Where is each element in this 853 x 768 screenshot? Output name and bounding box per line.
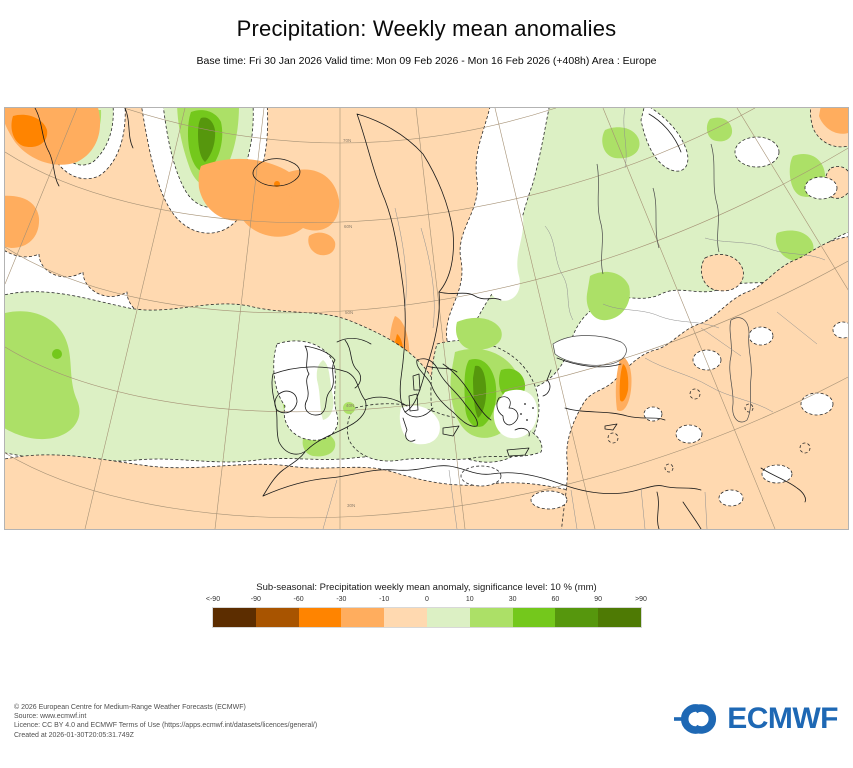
legend-tick: 0 (425, 596, 429, 603)
legend-tick: 10 (465, 596, 474, 603)
lat-label-40n: 40N (346, 403, 354, 408)
legend-tick: -90 (250, 596, 261, 603)
legend-swatch (298, 608, 342, 627)
legend-swatch (341, 608, 385, 627)
lat-label-50n: 50N (345, 310, 353, 315)
lat-label-30n: 30N (347, 503, 355, 508)
legend-tick: 30 (508, 596, 517, 603)
legend-color-bar (212, 607, 642, 628)
ecmwf-logo-text: ECMWF (727, 702, 838, 735)
ecmwf-logo-icon (674, 704, 717, 734)
legend-title: Sub-seasonal: Precipitation weekly mean … (256, 582, 597, 593)
precipitation-anomaly-map: 70N 60N 50N 40N 30N (5, 108, 848, 529)
legend-tick: -30 (336, 596, 347, 603)
legend-tick: 90 (594, 596, 603, 603)
ecmwf-logo: ECMWF (674, 702, 838, 736)
legend-tick: -60 (293, 596, 304, 603)
legend-tick: 60 (551, 596, 560, 603)
legend-swatch (555, 608, 599, 627)
legend-tick: <-90 (205, 596, 221, 603)
footer-line: Source: www.ecmwf.int (14, 713, 87, 721)
page-subtitle: Base time: Fri 30 Jan 2026 Valid time: M… (196, 55, 657, 67)
legend-swatch (469, 608, 513, 627)
footer-attribution: © 2026 European Centre for Medium-Range … (14, 703, 317, 740)
legend-swatch (426, 608, 470, 627)
legend-swatch (255, 608, 299, 627)
page-title: Precipitation: Weekly mean anomalies (236, 16, 617, 41)
footer-line: © 2026 European Centre for Medium-Range … (14, 704, 246, 711)
legend-swatch (512, 608, 556, 627)
legend-tick: >90 (635, 596, 647, 603)
lat-label-70n: 70N (343, 138, 351, 143)
legend-tick: -10 (379, 596, 390, 603)
lat-label-60n: 60N (344, 224, 352, 229)
legend-swatch (213, 608, 256, 627)
legend-tick-labels: <-90 -90 -60 -30 -10 0 10 30 60 90 >90 (206, 596, 647, 606)
legend-swatch (598, 608, 641, 627)
legend-swatch (384, 608, 427, 627)
footer-line: Created at 2026-01-30T20:05:31.749Z (14, 731, 134, 739)
footer-line: Licence: CC BY 4.0 and ECMWF Terms of Us… (14, 722, 318, 730)
weather-map: 70N 60N 50N 40N 30N (4, 107, 849, 530)
